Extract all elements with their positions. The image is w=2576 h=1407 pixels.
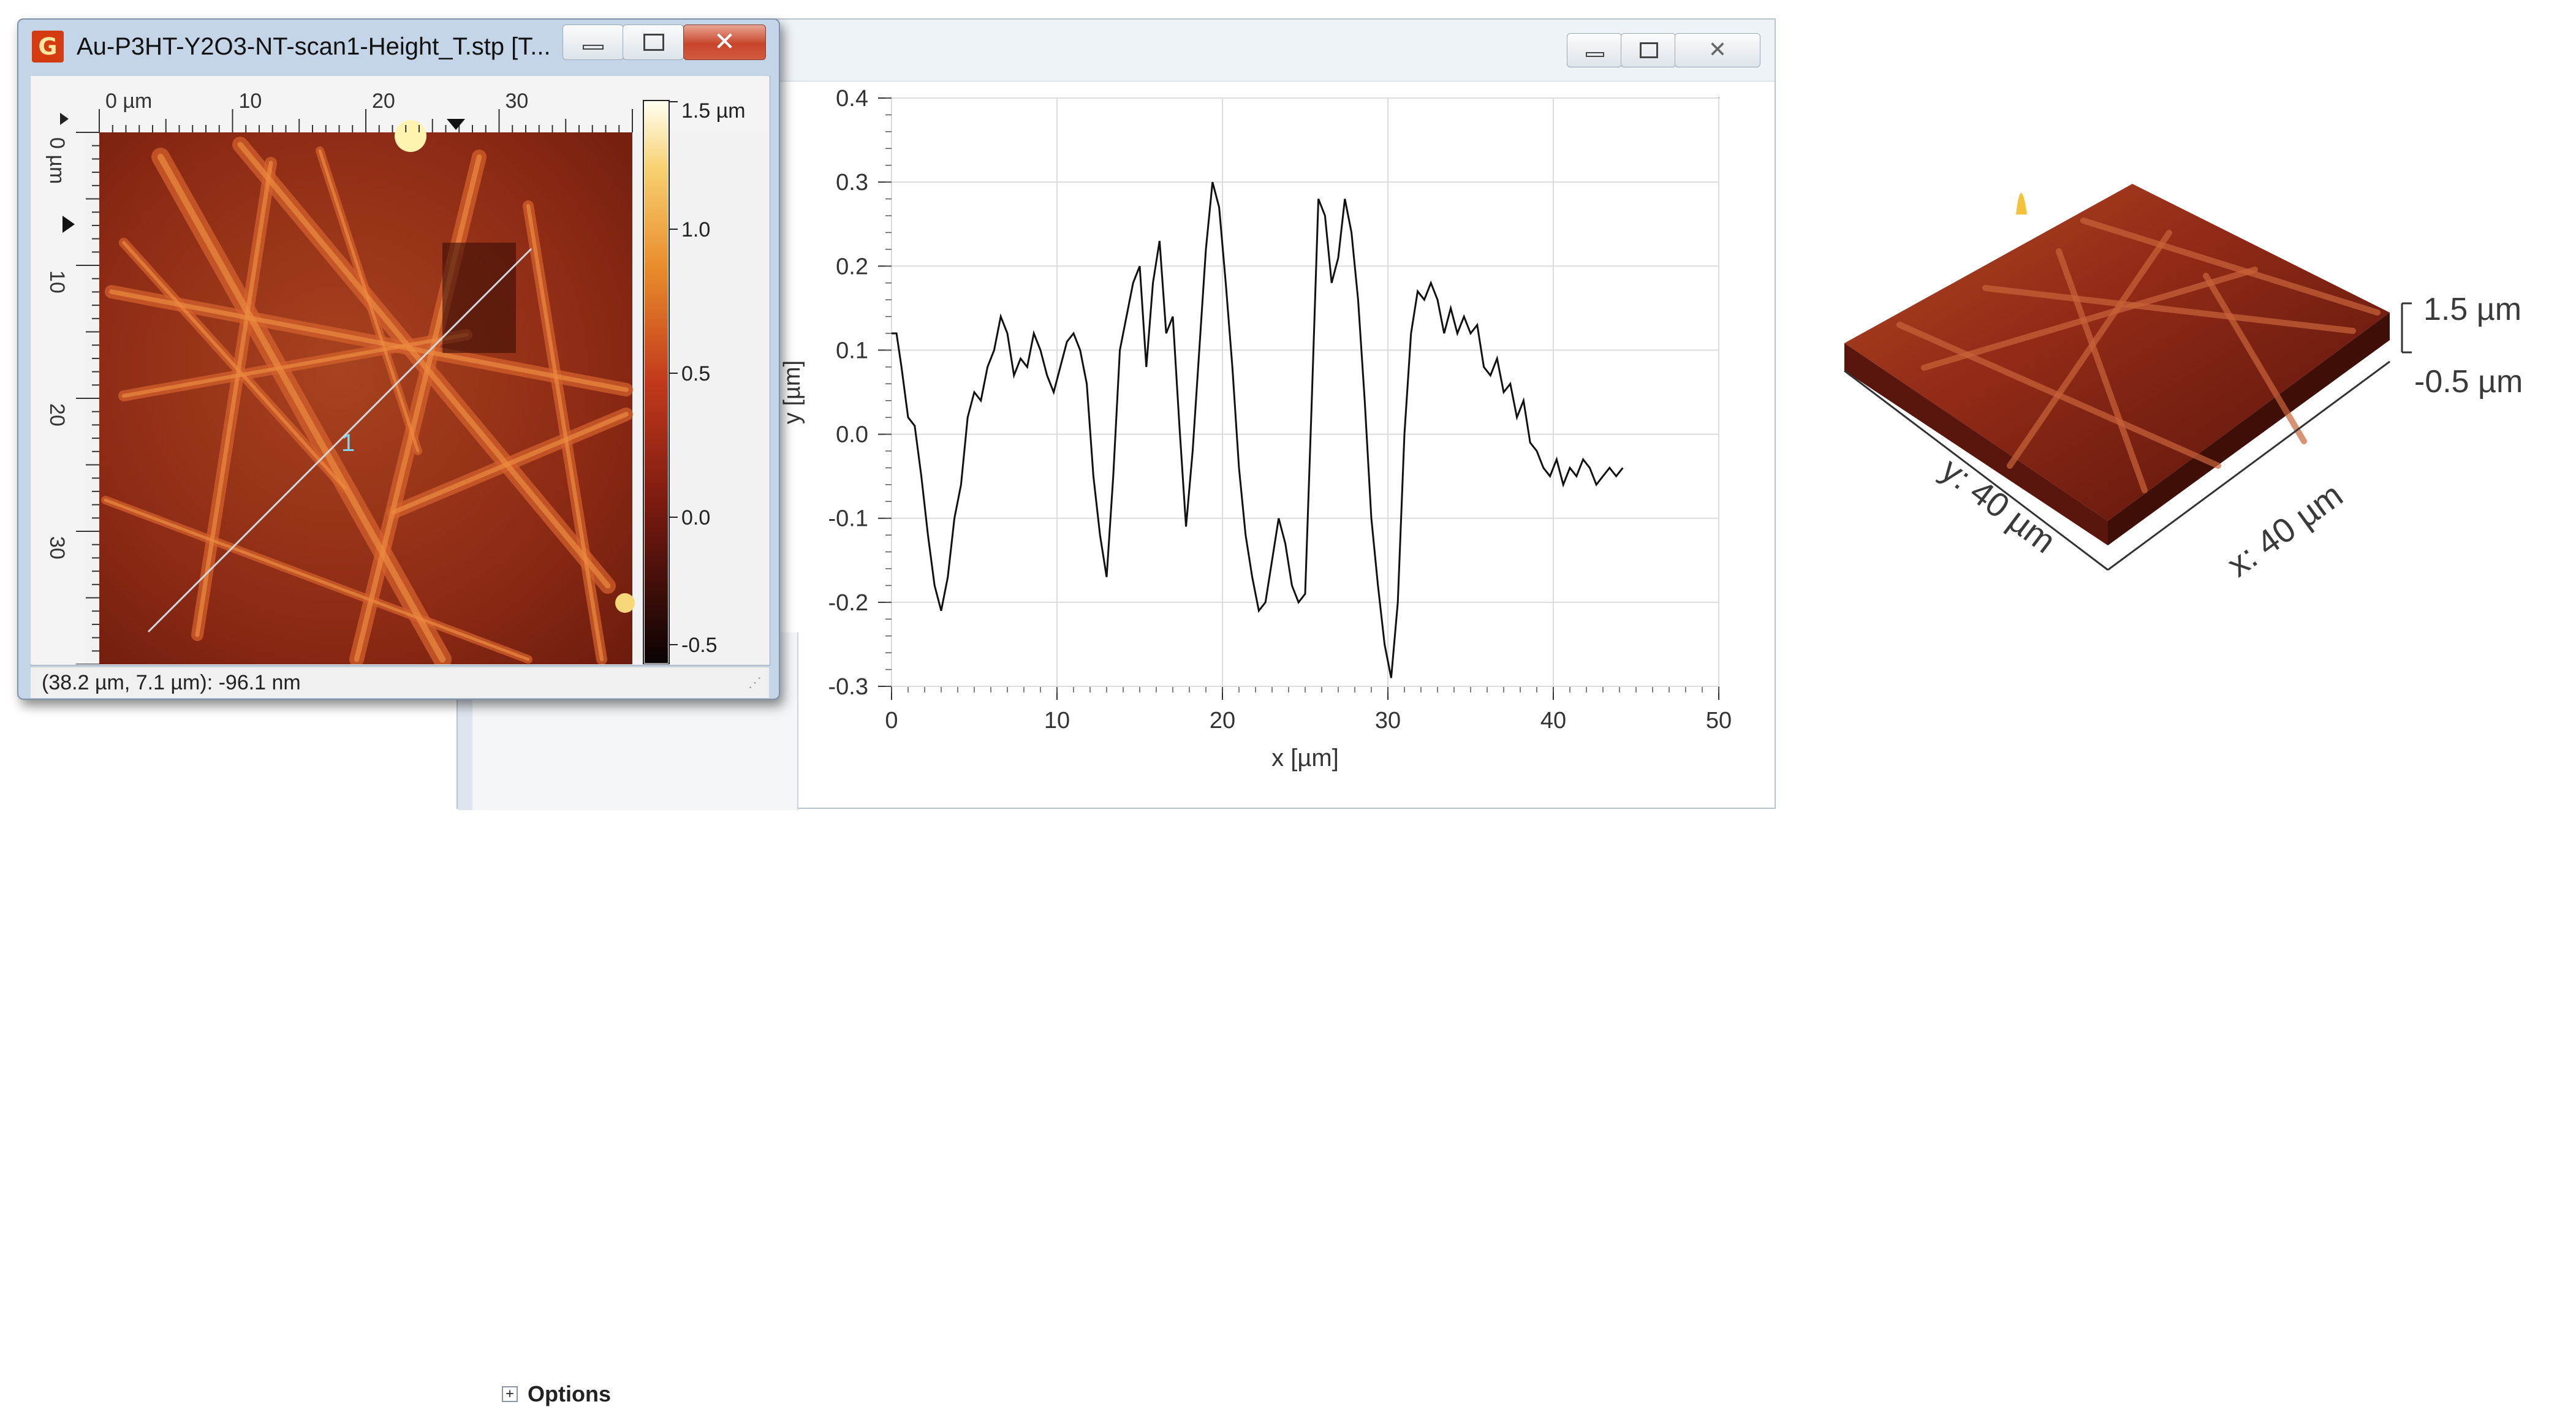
surface-ridge <box>2056 248 2148 493</box>
nanotube-highlight <box>354 154 482 662</box>
y-tick-label: -0.3 <box>828 674 868 700</box>
surface-peak <box>2016 193 2027 214</box>
image-close-button[interactable]: ✕ <box>683 25 766 60</box>
colorbar-label: 0.0 <box>681 506 710 529</box>
left-ruler-cursor-marker-icon <box>63 216 75 233</box>
status-bar: (38.2 µm, 7.1 µm): -96.1 nm ⋰ <box>31 667 769 698</box>
left-ruler-label: 0 µm <box>45 137 69 184</box>
left-ruler-label: 30 <box>45 536 69 559</box>
height-profile-chart: 0 10 20 30 40 50 -0.3 -0.2 -0.1 0.0 0.1 0.2 0.3 0.4 x … <box>779 86 1732 772</box>
nanotube-highlight <box>157 153 446 663</box>
restore-icon <box>1640 42 1658 58</box>
app-icon: G <box>32 31 64 63</box>
x-tick-label: 50 <box>1706 708 1732 734</box>
profile-line <box>147 248 532 633</box>
height-top-label: 1.5 µm <box>2423 292 2521 327</box>
surface-ridge <box>2007 230 2172 469</box>
minimize-button[interactable] <box>1567 33 1622 67</box>
close-icon: ✕ <box>713 26 736 56</box>
height-map-image <box>99 132 632 664</box>
y-tick-label: 0.1 <box>836 338 868 363</box>
left-ruler-label: 20 <box>45 403 69 427</box>
surface-3d-view[interactable]: 1.5 µm-0.5 µmy: 40 µm x: 40 µm <box>1826 147 2576 613</box>
bright-spot <box>395 120 426 152</box>
surface-ridge <box>2080 218 2381 316</box>
colorbar-label: 1.0 <box>681 218 710 241</box>
y-axis-line <box>1844 370 2108 571</box>
x-tick-label: 30 <box>1375 708 1401 734</box>
top-ruler-label: 30 <box>506 89 529 113</box>
surface-ridge <box>2203 273 2307 444</box>
minimize-icon <box>583 45 604 50</box>
colorbar-label: -0.5 <box>681 634 718 657</box>
y-axis-label: y [µm] <box>779 360 805 424</box>
profile-series-line <box>892 181 1624 678</box>
profile-line-label: 1 <box>341 430 355 457</box>
x-tick-label: 0 <box>885 708 898 734</box>
colorbar-label: 0.5 <box>681 362 710 385</box>
maximize-button[interactable] <box>1621 33 1676 67</box>
height-bottom-label: -0.5 µm <box>2414 364 2523 400</box>
nanotube-highlight <box>122 241 346 490</box>
surface-left-face <box>1844 343 2108 545</box>
image-window-title: Au-P3HT-Y2O3-NT-scan1-Height_T.stp [T... <box>77 33 551 60</box>
nanotube-highlight <box>104 498 530 661</box>
height-map-view[interactable]: 1 0 µm 10 20 30 0 µm 10 20 30 1.5 µm 1.0 0.5 0.0 -0.5 <box>31 76 769 664</box>
minimize-icon <box>1586 52 1604 57</box>
nanotube-highlight <box>391 412 629 515</box>
nanotube-highlight <box>195 161 273 637</box>
y-tick-label: 0.4 <box>836 86 868 112</box>
nanotube-highlight <box>121 332 469 398</box>
x-axis-line <box>2107 360 2390 571</box>
restore-icon <box>643 34 664 51</box>
y-tick-label: 0.2 <box>836 254 868 279</box>
colorbar <box>645 102 668 663</box>
y-tick-label: -0.2 <box>828 590 868 616</box>
y-tick-label: -0.1 <box>828 506 868 532</box>
top-ruler-label: 10 <box>239 89 262 113</box>
colorbar-label: 1.5 µm <box>681 99 746 123</box>
surface-right-face <box>2108 313 2390 545</box>
options-section-label[interactable]: Options <box>528 1381 611 1406</box>
x-tick-label: 40 <box>1540 708 1566 734</box>
expand-toggle-icon[interactable]: + <box>502 1386 518 1402</box>
close-icon: ✕ <box>1708 37 1727 63</box>
nanotube-highlight <box>109 289 629 392</box>
x-axis-3d-label: x: 40 µm <box>2220 475 2350 584</box>
image-minimize-button[interactable] <box>563 25 624 60</box>
close-button[interactable]: ✕ <box>1675 33 1760 67</box>
x-tick-label: 20 <box>1210 708 1235 734</box>
ruler-expand-arrow-icon <box>60 113 69 125</box>
plot-area <box>891 97 1719 687</box>
y-tick-label: 0.3 <box>836 170 868 195</box>
resize-grip-icon[interactable]: ⋰ <box>748 675 762 690</box>
cursor-readout: (38.2 µm, 7.1 µm): -96.1 nm <box>42 671 301 694</box>
top-ruler-label: 0 µm <box>105 89 152 113</box>
dark-region <box>442 243 516 353</box>
image-maximize-button[interactable] <box>623 25 684 60</box>
nanotube-highlight <box>526 203 604 662</box>
left-ruler-label: 10 <box>45 270 69 294</box>
ruler-cursor-marker-icon <box>447 119 465 130</box>
height-image-window: G Au-P3HT-Y2O3-NT-scan1-Height_T.stp [T.… <box>17 18 780 700</box>
top-ruler-label: 20 <box>372 89 395 113</box>
bright-spot <box>615 593 635 613</box>
nanotube-highlight <box>318 149 420 453</box>
x-tick-label: 10 <box>1044 708 1070 734</box>
surface-ridge <box>1982 285 2356 334</box>
nanotube-highlight <box>237 142 611 589</box>
surface-top <box>1844 184 2390 521</box>
y-tick-label: 0.0 <box>836 422 868 448</box>
surface-ridge <box>1921 267 2258 371</box>
x-axis-label: x [µm] <box>1271 745 1339 772</box>
